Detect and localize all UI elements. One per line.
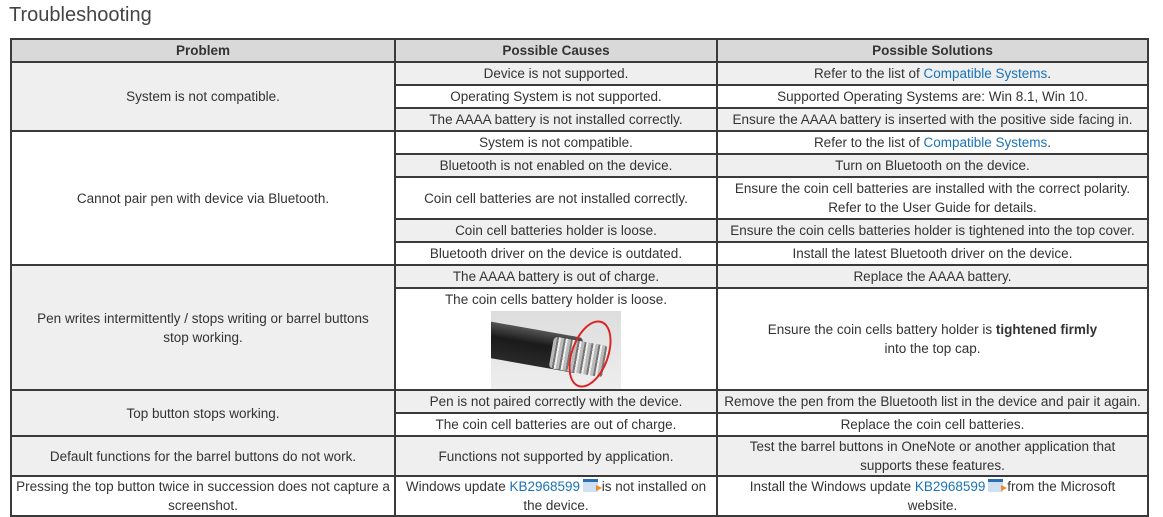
cause-cell: Coin cell batteries are not installed co… bbox=[394, 176, 718, 220]
table-row: Cannot pair pen with device via Bluetoot… bbox=[10, 130, 1149, 266]
solution-cell: Refer to the list of Compatible Systems. bbox=[716, 61, 1149, 86]
header-problem: Problem bbox=[10, 38, 396, 63]
table-row: The coin cells battery holder is loose. … bbox=[11, 287, 1149, 391]
cause-cell: The coin cell batteries are out of charg… bbox=[394, 412, 718, 437]
table-row: Default functions for the barrel buttons… bbox=[10, 435, 1149, 477]
kb2968599-link[interactable]: KB2968599 bbox=[914, 479, 986, 494]
table-row: Pen writes intermittently / stops writin… bbox=[10, 264, 1149, 391]
table-row: The coin cell batteries are out of charg… bbox=[11, 412, 1149, 437]
solution-text: . bbox=[1047, 135, 1052, 150]
table-row: Coin cell batteries are not installed co… bbox=[11, 176, 1149, 220]
solution-text: Refer to the list of bbox=[813, 66, 924, 81]
cause-cell: The AAAA battery is not installed correc… bbox=[394, 107, 718, 132]
solution-text: Ensure the coin cells battery holder is bbox=[767, 322, 996, 337]
solution-cell: Install the Windows update KB2968599 fro… bbox=[716, 475, 1149, 517]
solution-text: Install the Windows update bbox=[749, 479, 915, 494]
problem-cell: System is not compatible. bbox=[10, 61, 396, 132]
solution-text: . bbox=[1047, 66, 1052, 81]
solution-cell: Refer to the list of Compatible Systems. bbox=[716, 130, 1149, 155]
cause-cell: Functions not supported by application. bbox=[394, 435, 718, 477]
solution-cell: Ensure the coin cells battery holder is … bbox=[716, 287, 1149, 391]
header-causes: Possible Causes bbox=[394, 38, 718, 63]
external-link-icon[interactable] bbox=[583, 479, 603, 492]
table-row: Bluetooth is not enabled on the device. … bbox=[11, 153, 1149, 178]
cause-cell: The coin cells battery holder is loose. bbox=[394, 287, 718, 391]
solution-cell: Replace the coin cell batteries. bbox=[716, 412, 1149, 437]
solution-bold-text: tightened firmly bbox=[995, 322, 1098, 337]
header-solutions: Possible Solutions bbox=[716, 38, 1149, 63]
problem-cell: Default functions for the barrel buttons… bbox=[10, 435, 396, 477]
troubleshooting-table: Problem Possible Causes Possible Solutio… bbox=[10, 38, 1149, 517]
problem-cell: Top button stops working. bbox=[10, 389, 396, 437]
table-row: Top button stops working. Pen is not pai… bbox=[10, 389, 1149, 437]
solution-text: Refer to the list of bbox=[813, 135, 924, 150]
table-row: Coin cell batteries holder is loose. Ens… bbox=[11, 218, 1149, 243]
cause-cell: System is not compatible. bbox=[394, 130, 718, 155]
cause-text: The coin cells battery holder is loose. bbox=[444, 292, 668, 307]
table-row: The AAAA battery is not installed correc… bbox=[11, 107, 1149, 132]
problem-cell: Pen writes intermittently / stops writin… bbox=[10, 264, 396, 391]
solution-cell: Ensure the coin cells batteries holder i… bbox=[716, 218, 1149, 243]
external-link-icon[interactable] bbox=[988, 479, 1008, 492]
cause-cell: The AAAA battery is out of charge. bbox=[394, 264, 718, 289]
solution-text: from the Microsoft website. bbox=[907, 479, 1116, 513]
solution-cell: Remove the pen from the Bluetooth list i… bbox=[716, 389, 1149, 414]
cause-cell: Bluetooth is not enabled on the device. bbox=[394, 153, 718, 178]
cause-text: Windows update bbox=[405, 479, 510, 494]
problem-cell: Cannot pair pen with device via Bluetoot… bbox=[10, 130, 396, 266]
cause-cell: Operating System is not supported. bbox=[394, 84, 718, 109]
solution-cell: Test the barrel buttons in OneNote or an… bbox=[716, 435, 1149, 477]
cause-cell: Pen is not paired correctly with the dev… bbox=[394, 389, 718, 414]
table-row: Operating System is not supported. Suppo… bbox=[11, 84, 1149, 109]
solution-cell: Ensure the AAAA battery is inserted with… bbox=[716, 107, 1149, 132]
table-row: Bluetooth driver on the device is outdat… bbox=[11, 241, 1149, 266]
table-row: System is not compatible. Device is not … bbox=[10, 61, 1149, 132]
compatible-systems-link[interactable]: Compatible Systems bbox=[923, 66, 1048, 81]
pen-battery-holder-image bbox=[491, 311, 621, 389]
cause-cell: Coin cell batteries holder is loose. bbox=[394, 218, 718, 243]
solution-cell: Turn on Bluetooth on the device. bbox=[716, 153, 1149, 178]
compatible-systems-link[interactable]: Compatible Systems bbox=[923, 135, 1048, 150]
kb2968599-link[interactable]: KB2968599 bbox=[509, 479, 581, 494]
cause-cell: Device is not supported. bbox=[394, 61, 718, 86]
solution-cell: Install the latest Bluetooth driver on t… bbox=[716, 241, 1149, 266]
solution-cell: Replace the AAAA battery. bbox=[716, 264, 1149, 289]
table-row: Pressing the top button twice in success… bbox=[10, 475, 1149, 517]
solution-text: into the top cap. bbox=[884, 341, 981, 356]
cause-cell: Windows update KB2968599 is not installe… bbox=[394, 475, 718, 517]
page-title: Troubleshooting bbox=[9, 4, 152, 26]
solution-cell: Ensure the coin cell batteries are insta… bbox=[716, 176, 1149, 220]
cause-cell: Bluetooth driver on the device is outdat… bbox=[394, 241, 718, 266]
cause-text: is not installed on the device. bbox=[523, 479, 707, 513]
solution-cell: Supported Operating Systems are: Win 8.1… bbox=[716, 84, 1149, 109]
problem-cell: Pressing the top button twice in success… bbox=[10, 475, 396, 517]
